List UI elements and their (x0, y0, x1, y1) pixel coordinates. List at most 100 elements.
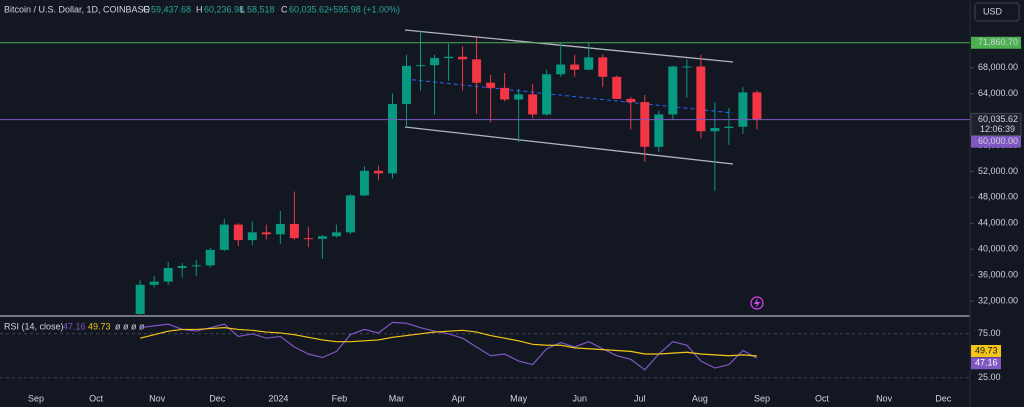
ohlc-value: 60,035.62 (289, 4, 329, 14)
candle-body (486, 82, 496, 88)
candle-body (149, 281, 159, 285)
x-tick-label: 2024 (268, 393, 288, 403)
x-tick-label: Aug (692, 393, 708, 403)
x-tick-label: Oct (815, 393, 830, 403)
candle-body (233, 224, 243, 241)
candle-body (430, 58, 440, 66)
rsi-line (140, 321, 758, 371)
x-tick-label: Nov (876, 393, 893, 403)
x-tick-label: Jul (634, 393, 646, 403)
candle-body (261, 232, 271, 235)
currency-button[interactable] (974, 2, 1020, 22)
candle-body (359, 170, 369, 196)
candle-body (570, 64, 580, 70)
candle-body (275, 223, 285, 235)
candle-body (402, 65, 412, 105)
value-box (971, 357, 1001, 370)
value-box (971, 344, 1001, 357)
price-label: 71,860.70 (978, 37, 1018, 47)
candle-body (177, 266, 187, 268)
candle-body (373, 170, 383, 174)
last-price-box (970, 112, 1022, 136)
candle-body (556, 64, 566, 75)
rsi-line (140, 327, 757, 357)
countdown: 12:06:39 (980, 124, 1015, 134)
y-tick-label: 25.00 (978, 372, 1001, 382)
x-tick-label: Apr (451, 393, 465, 403)
candle-body (682, 66, 692, 68)
price-label: 60,000.00 (978, 136, 1018, 146)
rsi-title: RSI (14, close) (4, 321, 64, 331)
candle-body (654, 114, 664, 147)
candle-body (163, 267, 173, 282)
candle-body (472, 59, 482, 83)
y-tick-label: 32,000.00 (978, 295, 1018, 305)
candle-body (135, 284, 145, 314)
candle-body (752, 92, 762, 120)
candle-body (387, 104, 397, 174)
value-label: 47.16 (975, 358, 998, 368)
ohlc-value: 58,518 (247, 4, 275, 14)
candle-body (696, 66, 706, 132)
candle-body (584, 57, 594, 70)
candle-body (626, 98, 636, 103)
ohlc-value: 59,437.68 (151, 4, 191, 14)
candle-body (444, 56, 454, 59)
ohlc-key: L (240, 4, 245, 14)
candle-body (247, 232, 257, 241)
x-tick-label: Dec (209, 393, 226, 403)
y-tick-label: 64,000.00 (978, 88, 1018, 98)
price-label-box (971, 36, 1021, 49)
candle-body (724, 126, 734, 129)
y-tick-label: 44,000.00 (978, 218, 1018, 228)
channel-mid (404, 78, 734, 114)
legend-value: 49.73 (88, 321, 111, 331)
candle-body (598, 57, 608, 77)
candle-body (542, 74, 552, 115)
alert-bolt (754, 298, 760, 308)
candle-body (191, 265, 201, 267)
candle-body (416, 65, 426, 67)
ohlc-key: H (196, 4, 203, 14)
candle-body (458, 56, 468, 60)
ohlc-key: O (143, 4, 150, 14)
y-tick-label: 40,000.00 (978, 244, 1018, 254)
candle-body (331, 232, 341, 237)
last-price: 60,035.62 (978, 114, 1018, 124)
x-tick-label: Sep (754, 393, 770, 403)
rsi-flags: ø ø ø ø (115, 321, 145, 331)
value-label: 49.73 (975, 345, 998, 355)
x-tick-label: May (510, 393, 528, 403)
candle-body (640, 102, 650, 147)
candle-body (710, 128, 720, 132)
channel-bottom (404, 126, 734, 165)
candle-body (612, 76, 622, 99)
x-tick-label: Dec (935, 393, 952, 403)
candle-body (500, 87, 510, 100)
x-tick-label: Sep (28, 393, 44, 403)
ohlc-value: 60,236.98 (204, 4, 244, 14)
y-tick-label: 75.00 (978, 328, 1001, 338)
x-tick-label: Feb (332, 393, 348, 403)
candle-body (668, 66, 678, 115)
currency: USD (983, 6, 1003, 16)
candle-body (205, 249, 215, 266)
alert-icon[interactable] (750, 296, 764, 310)
candle-body (738, 92, 748, 127)
x-tick-label: Jun (572, 393, 587, 403)
price-label-box (971, 135, 1021, 148)
change: +595.98 (+1.00%) (328, 4, 400, 14)
x-tick-label: Nov (149, 393, 166, 403)
y-tick-label: 36,000.00 (978, 269, 1018, 279)
candle-body (345, 195, 355, 233)
candle-body (528, 94, 538, 115)
legend-value: 47.16 (63, 321, 86, 331)
x-tick-label: Oct (89, 393, 104, 403)
symbol: Bitcoin / U.S. Dollar, 1D, COINBASE (4, 4, 150, 14)
candle-body (219, 224, 229, 250)
candle-body (289, 223, 299, 239)
candle-body (317, 236, 327, 239)
y-tick-label: 48,000.00 (978, 192, 1018, 202)
